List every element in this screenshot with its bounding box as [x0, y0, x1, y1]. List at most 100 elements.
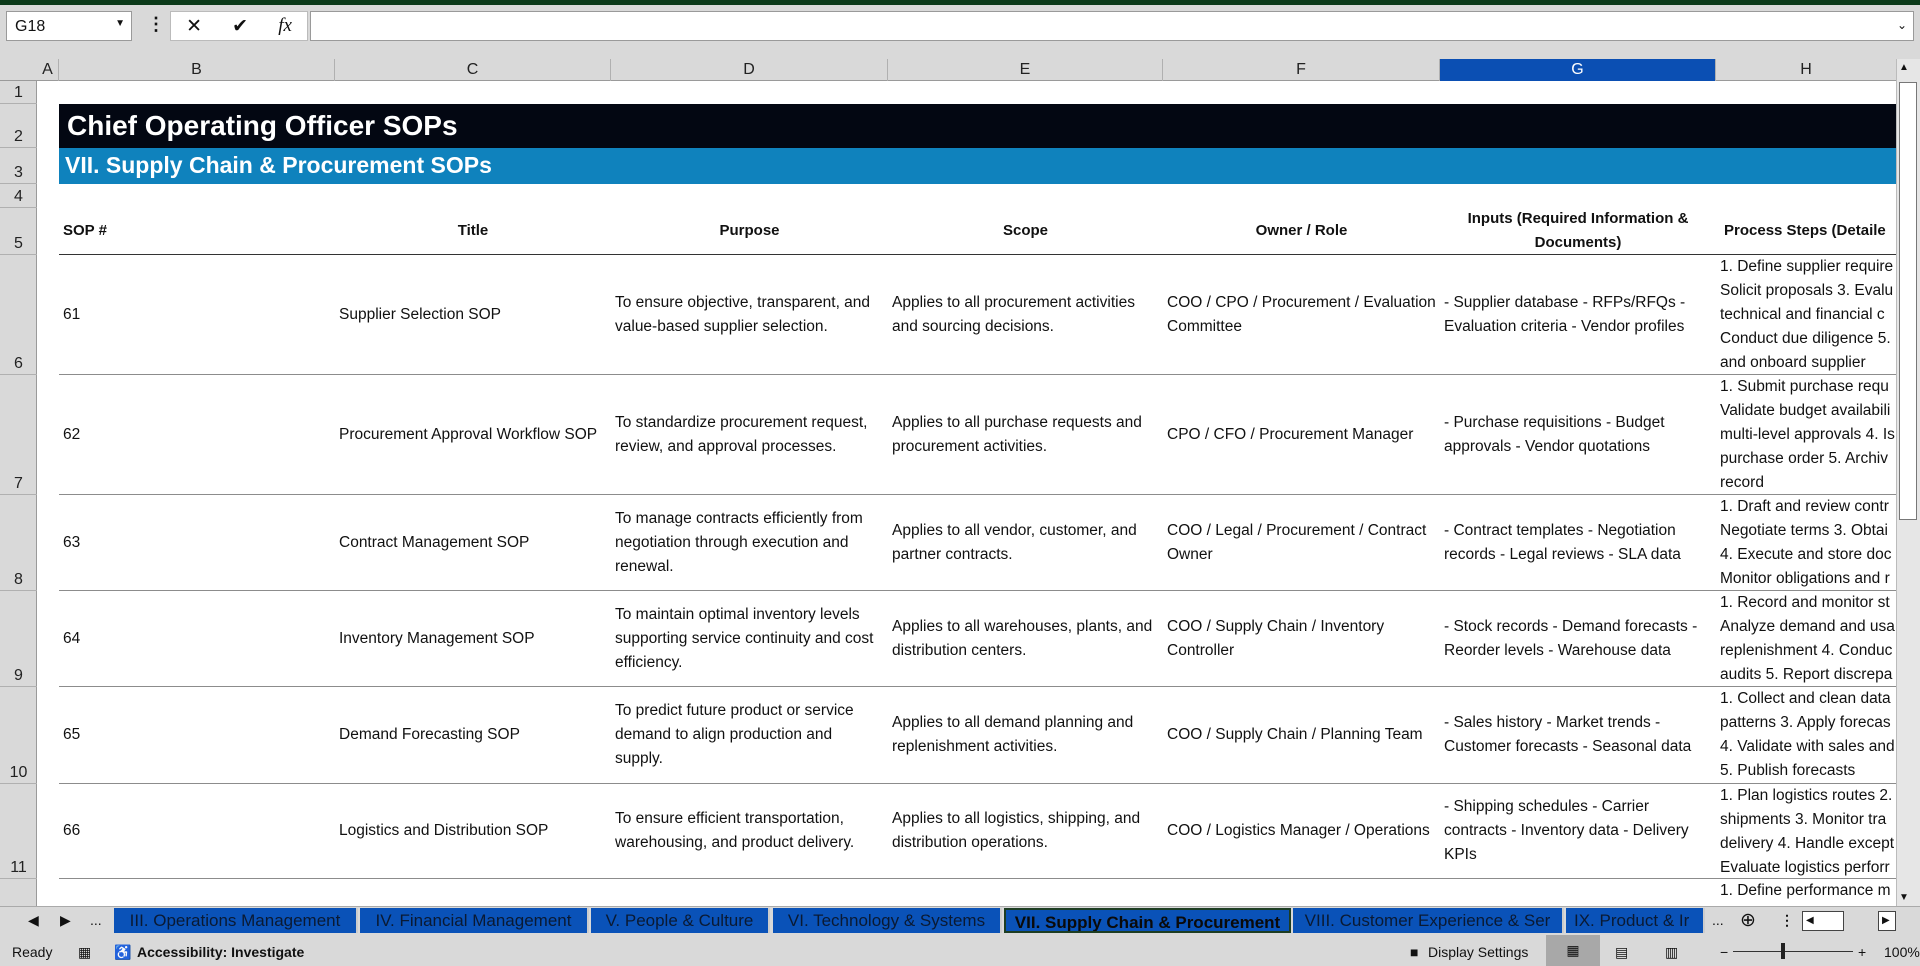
row-header[interactable]: 10	[0, 687, 37, 784]
cell-purpose[interactable]: To manage contracts efficiently from neg…	[611, 495, 888, 591]
page-break-preview-icon[interactable]: ▥	[1665, 944, 1679, 960]
vertical-scroll-thumb[interactable]	[1899, 82, 1917, 520]
cell-sop[interactable]: 64	[59, 591, 335, 687]
cell-owner[interactable]: CPO / CFO / Procurement Manager	[1163, 375, 1440, 495]
zoom-slider-thumb[interactable]	[1781, 943, 1785, 959]
tab-scroll-left-icon[interactable]: ◀	[28, 912, 39, 928]
cell-owner[interactable]: COO / Logistics Manager / Operations	[1163, 784, 1440, 879]
cell-scope[interactable]: Applies to all warehouses, plants, and d…	[888, 591, 1163, 687]
tab-scroll-right-icon[interactable]: ▶	[60, 912, 71, 928]
zoom-out-button[interactable]: −	[1720, 944, 1729, 960]
cell-owner[interactable]	[1163, 879, 1440, 906]
cell-purpose[interactable]: To ensure objective, transparent, and va…	[611, 255, 888, 375]
add-sheet-icon[interactable]: ⊕	[1740, 910, 1756, 931]
cell-process-steps[interactable]: 1. Plan logistics routes 2. shipments 3. …	[1716, 784, 1896, 879]
cell-inputs[interactable]: - Contract templates - Negotiation recor…	[1440, 495, 1716, 591]
scroll-down-icon[interactable]: ▼	[1899, 892, 1909, 903]
cell-inputs[interactable]	[1440, 879, 1716, 906]
cell-inputs[interactable]: - Shipping schedules - Carrier contracts…	[1440, 784, 1716, 879]
cell-process-steps[interactable]: 1. Define supplier require Solicit propos…	[1716, 255, 1896, 375]
cell-scope[interactable]	[888, 879, 1163, 906]
zoom-in-button[interactable]: +	[1858, 944, 1867, 960]
cell-inputs[interactable]: - Sales history - Market trends - Custom…	[1440, 687, 1716, 784]
row-header[interactable]: 6	[0, 255, 37, 375]
cancel-icon[interactable]: ✕	[186, 15, 202, 37]
row-header[interactable]: 2	[0, 104, 37, 148]
cell-inputs[interactable]: - Purchase requisitions - Budget approva…	[1440, 375, 1716, 495]
tab-operations-management[interactable]: III. Operations Management	[114, 908, 358, 933]
zoom-slider[interactable]	[1733, 951, 1853, 952]
row-header[interactable]: 7	[0, 375, 37, 495]
accessibility-status[interactable]: Accessibility: Investigate	[137, 944, 305, 960]
tab-financial-management[interactable]: IV. Financial Management	[360, 908, 589, 933]
cell-process-steps[interactable]: 1. Define performance m	[1716, 879, 1896, 906]
scroll-right-icon[interactable]: ▶	[1878, 911, 1896, 931]
cell-sop[interactable]: 66	[59, 784, 335, 879]
cell-scope[interactable]: Applies to all procurement activities an…	[888, 255, 1163, 375]
cell-inputs[interactable]: - Supplier database - RFPs/RFQs - Evalua…	[1440, 255, 1716, 375]
cell-scope[interactable]: Applies to all demand planning and reple…	[888, 687, 1163, 784]
cell-owner[interactable]: COO / CPO / Procurement / Evaluation Com…	[1163, 255, 1440, 375]
cell-purpose[interactable]: To predict future product or service dem…	[611, 687, 888, 784]
column-header-b[interactable]: B	[59, 59, 335, 81]
tab-supply-chain-procurement[interactable]: VII. Supply Chain & Procurement	[1004, 908, 1291, 933]
column-header-f[interactable]: F	[1163, 59, 1440, 81]
row-header[interactable]: 9	[0, 591, 37, 687]
macro-record-icon[interactable]: ▦	[78, 944, 92, 960]
formula-input[interactable]: ⌄	[310, 11, 1914, 41]
column-header-h[interactable]: H	[1800, 61, 1812, 78]
cell-purpose[interactable]: To maintain optimal inventory levels sup…	[611, 591, 888, 687]
page-layout-icon[interactable]: ▤	[1615, 944, 1629, 960]
enter-check-icon[interactable]: ✔	[232, 15, 249, 37]
cell-purpose[interactable]: To standardize procurement request, revi…	[611, 375, 888, 495]
cell-scope[interactable]: Applies to all vendor, customer, and par…	[888, 495, 1163, 591]
chevron-down-icon[interactable]: ▼	[115, 18, 125, 29]
cell-sop[interactable]: 61	[59, 255, 335, 375]
cell-title[interactable]: Inventory Management SOP	[335, 591, 611, 687]
display-settings-icon[interactable]: ■	[1410, 944, 1419, 960]
row-header[interactable]: 8	[0, 495, 37, 591]
scroll-up-icon[interactable]: ▲	[1899, 62, 1909, 73]
column-header-c[interactable]: C	[335, 59, 611, 81]
cell-owner[interactable]: COO / Legal / Procurement / Contract Own…	[1163, 495, 1440, 591]
cell-title[interactable]: Demand Forecasting SOP	[335, 687, 611, 784]
column-header-g[interactable]: G	[1440, 59, 1716, 81]
cell-title[interactable]	[335, 879, 611, 906]
row-header[interactable]: 4	[0, 184, 37, 208]
normal-view-icon[interactable]: ▦	[1546, 935, 1600, 966]
tab-product[interactable]: IX. Product & Ir	[1566, 908, 1705, 933]
zoom-level[interactable]: 100%	[1884, 944, 1920, 960]
cell-purpose[interactable]	[611, 879, 888, 906]
more-options-icon[interactable]: ⋮	[147, 14, 165, 34]
cell-sop[interactable]: 65	[59, 687, 335, 784]
tabs-more-left[interactable]: ...	[90, 912, 102, 928]
cell-owner[interactable]: COO / Supply Chain / Planning Team	[1163, 687, 1440, 784]
row-header[interactable]: 11	[0, 784, 37, 879]
tab-customer-experience[interactable]: VIII. Customer Experience & Ser	[1293, 908, 1564, 933]
cell-sop[interactable]: 62	[59, 375, 335, 495]
cell-process-steps[interactable]: 1. Draft and review contr Negotiate terms…	[1716, 495, 1896, 591]
more-options-icon[interactable]: ⋮	[1780, 912, 1794, 928]
cell-title[interactable]: Procurement Approval Workflow SOP	[335, 375, 611, 495]
horizontal-scrollbar[interactable]: ◀	[1802, 911, 1844, 931]
cell-title[interactable]: Logistics and Distribution SOP	[335, 784, 611, 879]
sheet-grid[interactable]: Chief Operating Officer SOPs VII. Supply…	[37, 81, 1896, 906]
column-header-e[interactable]: E	[888, 59, 1163, 81]
insert-function-icon[interactable]: fx	[278, 15, 292, 36]
accessibility-icon[interactable]: ♿	[114, 944, 132, 960]
tab-technology-systems[interactable]: VI. Technology & Systems	[773, 908, 1002, 933]
tab-people-culture[interactable]: V. People & Culture	[591, 908, 770, 933]
tabs-more-right[interactable]: ...	[1712, 912, 1724, 928]
column-header-d[interactable]: D	[611, 59, 888, 81]
cell-inputs[interactable]: - Stock records - Demand forecasts - Reo…	[1440, 591, 1716, 687]
cell-sop[interactable]: 63	[59, 495, 335, 591]
cell-scope[interactable]: Applies to all purchase requests and pro…	[888, 375, 1163, 495]
cell-title[interactable]: Contract Management SOP	[335, 495, 611, 591]
cell-process-steps[interactable]: 1. Record and monitor st Analyze demand a…	[1716, 591, 1896, 687]
name-box[interactable]: G18 ▼	[6, 11, 132, 41]
row-header[interactable]: 5	[0, 208, 37, 255]
cell-sop[interactable]	[59, 879, 335, 906]
cell-purpose[interactable]: To ensure efficient transportation, ware…	[611, 784, 888, 879]
row-header[interactable]: 3	[0, 148, 37, 184]
column-header-a[interactable]: A	[37, 59, 59, 81]
